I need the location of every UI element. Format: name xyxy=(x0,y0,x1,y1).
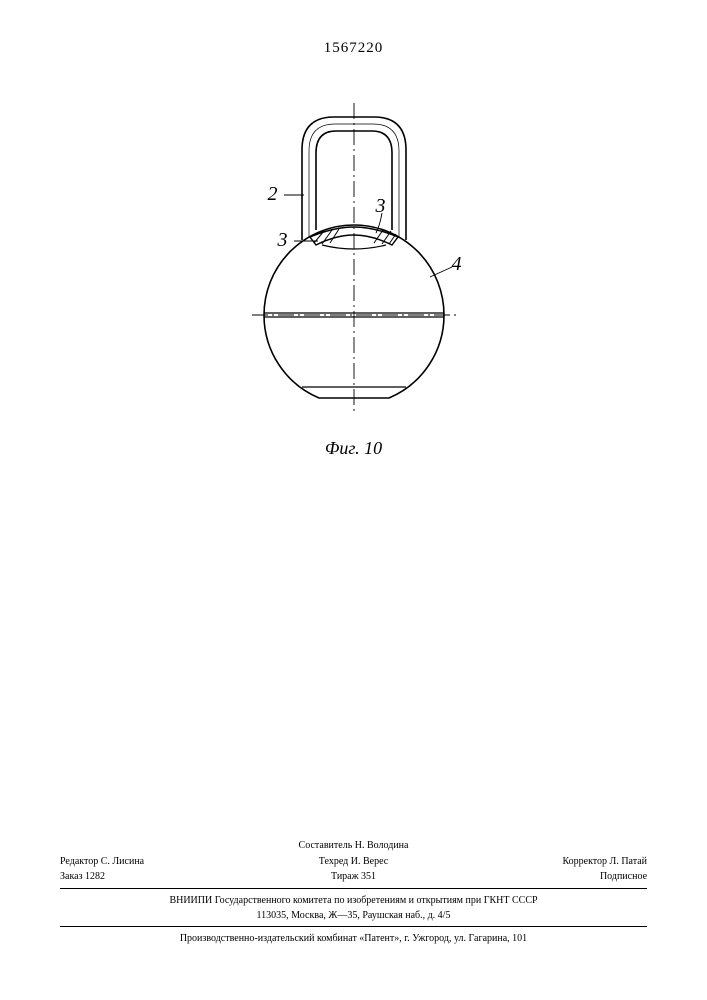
editor-name: С. Лисина xyxy=(101,856,144,867)
figure-caption: Фиг. 10 xyxy=(325,438,382,459)
footer-rule-1 xyxy=(60,888,647,889)
label-2: 2 xyxy=(268,183,278,206)
order-label: Заказ xyxy=(60,871,83,882)
techred-label: Техред xyxy=(319,856,348,867)
org-line2: 113035, Москва, Ж—35, Раушская наб., д. … xyxy=(60,907,647,923)
figure-area: 2 3 3 4 Фиг. 10 xyxy=(0,95,707,459)
kettlebell-drawing xyxy=(224,95,484,425)
subscription: Подписное xyxy=(600,871,647,882)
corrector-name: Л. Патай xyxy=(610,856,647,867)
printer-line: Производственно-издательский комбинат «П… xyxy=(60,930,647,946)
org-line1: ВНИИПИ Государственного комитета по изоб… xyxy=(60,892,647,908)
tirazh-label: Тираж xyxy=(331,871,359,882)
order-row: Заказ 1282 Тираж 351 Подписное xyxy=(60,869,647,885)
label-4: 4 xyxy=(452,253,462,276)
compiler-label: Составитель xyxy=(299,840,353,851)
tirazh-number: 351 xyxy=(361,871,376,882)
corrector-label: Корректор xyxy=(562,856,607,867)
label-3b: 3 xyxy=(376,195,386,218)
footer-rule-2 xyxy=(60,926,647,927)
footer-block: Составитель Н. Володина Редактор С. Лиси… xyxy=(60,838,647,945)
credits-row: Редактор С. Лисина Техред И. Верес Корре… xyxy=(60,854,647,870)
compiler-row: Составитель Н. Володина xyxy=(60,838,647,854)
techred-name: И. Верес xyxy=(351,856,388,867)
order-number: 1282 xyxy=(85,871,105,882)
figure-svg-wrap: 2 3 3 4 xyxy=(224,95,484,430)
label-3a: 3 xyxy=(278,229,288,252)
patent-number: 1567220 xyxy=(0,40,707,57)
editor-label: Редактор xyxy=(60,856,98,867)
compiler-name: Н. Володина xyxy=(355,840,409,851)
